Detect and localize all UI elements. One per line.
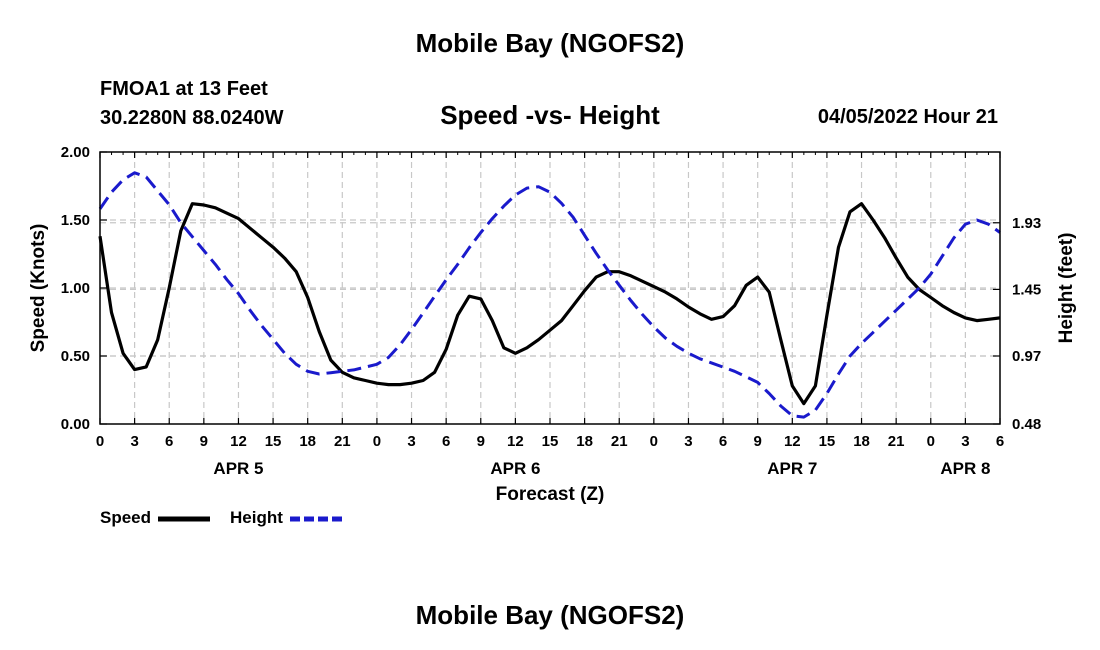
x-tick-label: 9 [200, 433, 208, 450]
x-tick-label: 9 [754, 433, 762, 450]
x-tick-label: 0 [373, 433, 381, 450]
y-tick-label: 1.50 [61, 212, 90, 229]
x-tick-label: 3 [961, 433, 969, 450]
grid-lines [100, 152, 1000, 424]
x-tick-label: 12 [507, 433, 524, 450]
x-tick-label: 0 [650, 433, 658, 450]
x-tick-label: 15 [265, 433, 282, 450]
station-coordinates: 30.2280N 88.0240W [100, 107, 284, 129]
legend-height-swatch [289, 516, 342, 522]
legend-speed-swatch [157, 516, 210, 522]
main-title: Mobile Bay (NGOFS2) [415, 28, 685, 58]
x-tick-label: 3 [130, 433, 138, 450]
x-axis-label: Forecast (Z) [496, 484, 605, 505]
y2-tick-label: 0.48 [1012, 416, 1041, 433]
y2-axis-label: Height (feet) [1056, 233, 1077, 344]
x-tick-label: 9 [477, 433, 485, 450]
day-label: APR 8 [940, 459, 990, 478]
legend-height-label: Height [230, 508, 283, 527]
series-lines [98, 171, 1001, 419]
y-axis-label: Speed (Knots) [28, 224, 49, 353]
y-tick-label: 2.00 [61, 144, 90, 161]
y2-tick-label: 0.97 [1012, 348, 1041, 365]
day-label: APR 6 [490, 459, 540, 478]
x-tick-label: 0 [927, 433, 935, 450]
x-tick-label: 18 [299, 433, 316, 450]
chart-title: Speed -vs- Height [440, 100, 660, 130]
x-tick-label: 21 [334, 433, 351, 450]
footer-title: Mobile Bay (NGOFS2) [415, 600, 685, 630]
x-tick-label: 12 [784, 433, 801, 450]
speed-series-line [98, 202, 1001, 406]
legend-height: Height [230, 508, 342, 528]
day-label: APR 7 [767, 459, 817, 478]
x-tick-label: 6 [996, 433, 1004, 450]
x-tick-label: 15 [819, 433, 836, 450]
x-tick-label: 0 [96, 433, 104, 450]
y-tick-label: 0.50 [61, 348, 90, 365]
x-tick-label: 6 [442, 433, 450, 450]
y-tick-label: 0.00 [61, 416, 90, 433]
axes: 0 3 6 9 12 15 18 21 0 3 6 9 12 15 18 21 0 3 6 9 12 15 18 21 0 3 6A… [61, 144, 1041, 478]
x-tick-label: 12 [230, 433, 247, 450]
station-name: FMOA1 at 13 Feet [100, 78, 268, 100]
x-tick-label: 6 [165, 433, 173, 450]
x-tick-label: 3 [407, 433, 415, 450]
x-tick-label: 21 [888, 433, 905, 450]
x-tick-label: 18 [853, 433, 870, 450]
legend-speed-label: Speed [100, 508, 152, 527]
y2-tick-label: 1.45 [1012, 281, 1041, 298]
y-tick-label: 1.00 [61, 280, 90, 297]
x-tick-label: 3 [684, 433, 692, 450]
y2-tick-label: 1.93 [1012, 215, 1041, 232]
x-tick-label: 6 [719, 433, 727, 450]
day-label: APR 5 [213, 459, 263, 478]
x-tick-label: 18 [576, 433, 593, 450]
height-series-line [98, 171, 1001, 419]
x-tick-label: 15 [542, 433, 559, 450]
forecast-time: 04/05/2022 Hour 21 [817, 106, 998, 128]
x-tick-label: 21 [611, 433, 628, 450]
legend-speed: Speed [100, 508, 210, 528]
